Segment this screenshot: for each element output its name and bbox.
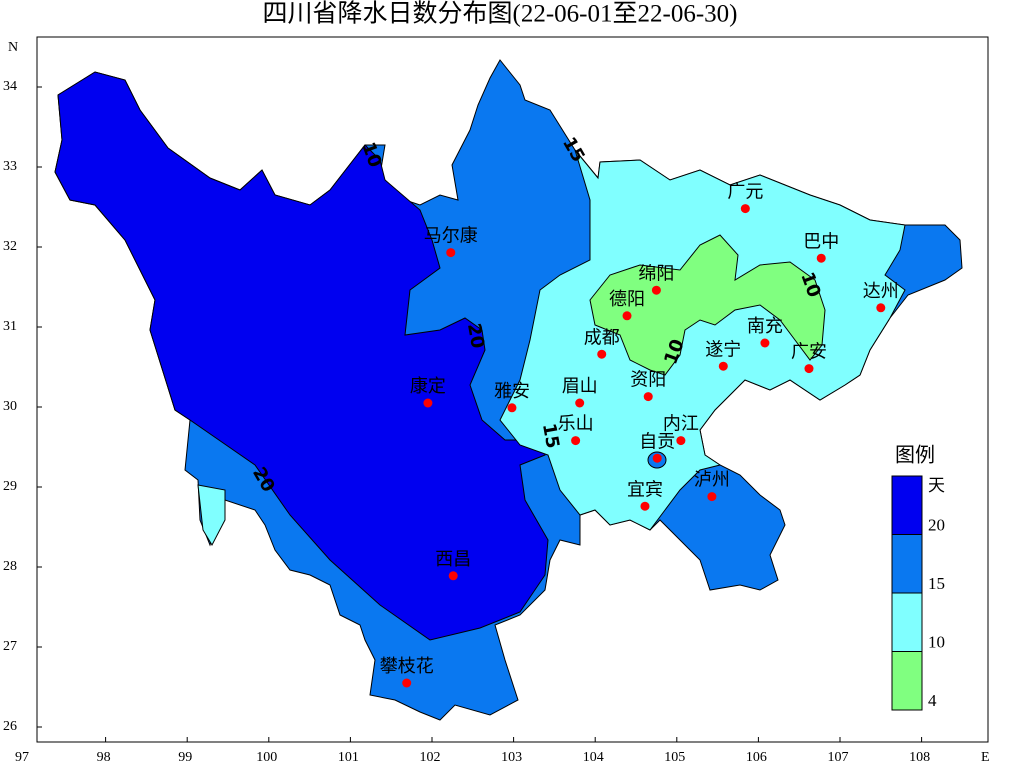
x-tick-label: 98 [97,750,111,765]
x-tick-label: 102 [420,750,441,765]
legend-label: 4 [928,691,937,710]
city-point [575,398,585,408]
city-label: 绵阳 [638,263,674,283]
city-label: 雅安 [494,381,530,401]
city-label: 攀枝花 [380,656,434,676]
x-tick-label: 99 [178,750,192,765]
city-point [740,204,750,214]
x-tick-label: 103 [501,750,522,765]
x-tick-label: 101 [338,750,359,765]
legend-swatch [891,592,923,652]
city-label: 内江 [663,414,699,434]
zone-over-20 [54,71,549,641]
city-label: 眉山 [562,376,598,396]
legend-label: 15 [928,574,945,593]
city-point [760,338,770,348]
zone-10-15 [197,484,226,547]
y-tick-label: 27 [3,639,17,654]
y-tick-label: 33 [3,159,17,174]
city-point [597,349,607,359]
city-point [718,361,728,371]
city-point [676,436,686,446]
city-label: 德阳 [609,289,645,309]
city-point [643,392,653,402]
city-label: 遂宁 [705,339,741,359]
contour-label: 15 [538,422,563,450]
city-label: 自贡 [639,431,675,451]
legend-unit: 天 [928,476,945,495]
city-point [423,398,433,408]
city-point [446,248,456,258]
x-tick-label: 107 [828,750,849,765]
city-label: 达州 [863,281,899,301]
y-tick-label: 34 [3,79,17,94]
city-point [651,285,661,295]
city-label: 成都 [584,327,620,347]
city-point [622,311,632,321]
city-point [640,501,650,511]
legend-title: 图例 [895,444,935,467]
y-axis-label: N [8,40,18,55]
x-tick-label: 105 [664,750,685,765]
x-tick-label: 100 [256,750,277,765]
city-point [707,492,717,502]
legend-swatch [891,475,923,535]
contour-label: 20 [463,322,488,350]
city-label: 巴中 [803,231,839,251]
map-frame [36,36,989,743]
x-tick-label: 97 [15,750,29,765]
city-label: 广元 [727,182,763,202]
city-point [571,436,581,446]
city-label: 西昌 [435,549,471,569]
legend-label: 10 [928,632,945,651]
city-label: 资阳 [630,370,666,390]
city-point [816,253,826,263]
y-tick-label: 28 [3,559,17,574]
city-label: 广安 [791,342,827,362]
city-label: 乐山 [558,414,594,434]
y-tick-label: 29 [3,479,17,494]
y-tick-label: 32 [3,239,17,254]
city-label: 康定 [410,376,446,396]
zone-under-10 [589,234,826,376]
x-tick-label: 104 [583,750,604,765]
city-point [448,571,458,581]
legend-swatch [891,651,923,711]
city-point [507,403,517,413]
y-tick-label: 31 [3,319,17,334]
legend-label: 20 [928,515,945,534]
city-point [652,453,662,463]
province-shapes [54,59,963,721]
x-tick-label: 106 [746,750,767,765]
x-tick-label: 108 [909,750,930,765]
legend-frame [891,475,923,711]
map-title: 四川省降水日数分布图(22-06-01至22-06-30) [263,0,738,28]
city-label: 马尔康 [424,226,478,246]
y-tick-label: 30 [3,399,17,414]
legend-swatch [891,534,923,594]
x-axis-label: E [981,750,990,765]
y-tick-label: 26 [3,719,17,734]
city-label: 泸州 [694,470,730,490]
city-label: 宜宾 [627,479,663,499]
city-point [804,364,814,374]
city-point [876,303,886,313]
city-point [402,678,412,688]
city-label: 南充 [747,316,783,336]
zone-10-15 [499,149,906,531]
